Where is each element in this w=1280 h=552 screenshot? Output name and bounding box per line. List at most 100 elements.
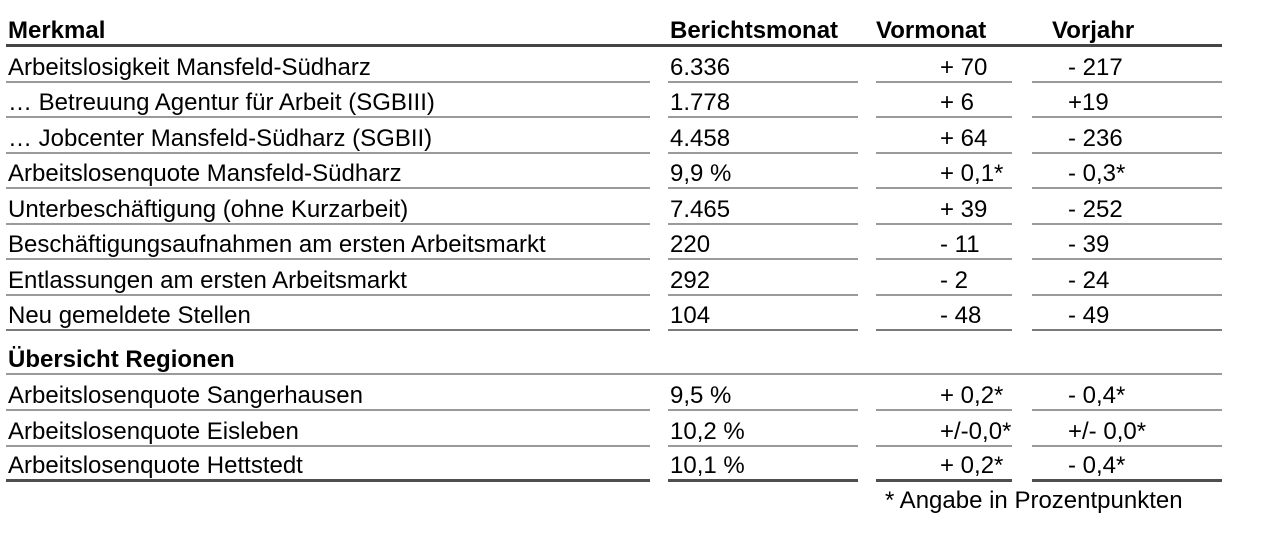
cell-berichtsmonat: 6.336 [668, 54, 858, 83]
cell-vormonat: + 70 [876, 54, 1012, 83]
footnote: * Angabe in Prozentpunkten [885, 487, 1183, 514]
cell-vormonat: + 6 [876, 89, 1012, 118]
cell-vorjahr: - 0,4* [1032, 452, 1222, 483]
vorjahr-value: - 236 [1068, 124, 1123, 152]
vormonat-value: + 39 [940, 195, 988, 223]
cell-berichtsmonat: 9,5 % [668, 382, 858, 411]
section-header-row: Übersicht Regionen [6, 331, 1222, 375]
cell-berichtsmonat: 10,1 % [668, 452, 858, 483]
table-row: Neu gemeldete Stellen 104 - 48 - 49 [6, 296, 1222, 331]
cell-vormonat: + 0,2* [876, 382, 1012, 411]
table-row: Entlassungen am ersten Arbeitsmarkt 292 … [6, 260, 1222, 296]
main-rows-group: Arbeitslosigkeit Mansfeld-Südharz 6.336 … [6, 47, 1222, 331]
column-header-berichtsmonat: Berichtsmonat [668, 17, 858, 44]
merkmal-text: … Betreuung Agentur für Arbeit (SGBIII) [8, 89, 435, 116]
cell-berichtsmonat: 9,9 % [668, 160, 858, 189]
cell-merkmal: Entlassungen am ersten Arbeitsmarkt [6, 267, 650, 296]
vorjahr-value: - 24 [1068, 266, 1110, 294]
table-row: Unterbeschäftigung (ohne Kurzarbeit) 7.4… [6, 189, 1222, 225]
cell-merkmal: Beschäftigungsaufnahmen am ersten Arbeit… [6, 231, 650, 260]
vorjahr-value: - 39 [1068, 231, 1110, 258]
cell-vorjahr: - 217 [1032, 54, 1222, 83]
berichtsmonat-value: 10,1 % [670, 452, 745, 480]
cell-vorjahr: - 39 [1032, 231, 1222, 260]
cell-merkmal: Arbeitslosenquote Sangerhausen [6, 382, 650, 411]
table-row: Arbeitslosenquote Hettstedt 10,1 % + 0,2… [6, 447, 1222, 483]
berichtsmonat-value: 1.778 [670, 89, 731, 116]
vormonat-value: + 0,2* [940, 381, 1004, 409]
vormonat-value: +/-0,0* [940, 417, 1012, 445]
vormonat-value: + 0,1* [940, 160, 1004, 187]
merkmal-text: … Jobcenter Mansfeld-Südharz (SGBII) [8, 124, 433, 152]
merkmal-text: Arbeitslosigkeit Mansfeld-Südharz [8, 53, 371, 81]
merkmal-text: Arbeitslosenquote Hettstedt [8, 452, 303, 480]
cell-vorjahr: - 0,4* [1032, 382, 1222, 411]
vormonat-value: - 48 [940, 302, 982, 329]
column-header-merkmal: Merkmal [6, 17, 650, 44]
cell-vormonat: + 0,1* [876, 160, 1012, 189]
vorjahr-value: +19 [1068, 89, 1109, 116]
region-rows-group: Arbeitslosenquote Sangerhausen 9,5 % + 0… [6, 375, 1222, 483]
table-row: Arbeitslosigkeit Mansfeld-Südharz 6.336 … [6, 47, 1222, 83]
cell-vorjahr: +19 [1032, 89, 1222, 118]
cell-vormonat: +/-0,0* [876, 418, 1012, 447]
table-row: … Jobcenter Mansfeld-Südharz (SGBII) 4.4… [6, 118, 1222, 154]
merkmal-text: Arbeitslosenquote Mansfeld-Südharz [8, 160, 402, 187]
vormonat-value: + 70 [940, 53, 988, 81]
vormonat-value: - 2 [940, 266, 969, 294]
table-header-row: Merkmal Berichtsmonat Vormonat Vorjahr [6, 10, 1222, 47]
column-header-label: Berichtsmonat [670, 17, 839, 44]
berichtsmonat-value: 4.458 [670, 124, 731, 152]
cell-vormonat: + 64 [876, 125, 1012, 154]
column-header-vorjahr: Vorjahr [1032, 17, 1222, 44]
vorjahr-value: - 0,4* [1068, 452, 1126, 480]
merkmal-text: Arbeitslosenquote Sangerhausen [8, 381, 363, 409]
vorjahr-value: - 217 [1068, 53, 1123, 81]
cell-vorjahr: - 24 [1032, 267, 1222, 296]
cell-vorjahr: - 252 [1032, 196, 1222, 225]
statistics-table: Merkmal Berichtsmonat Vormonat Vorjahr A… [6, 10, 1222, 483]
cell-berichtsmonat: 220 [668, 231, 858, 260]
vorjahr-value: - 0,4* [1068, 381, 1126, 409]
berichtsmonat-value: 220 [670, 231, 711, 258]
merkmal-text: Neu gemeldete Stellen [8, 302, 251, 329]
berichtsmonat-value: 9,9 % [670, 160, 732, 187]
vorjahr-value: - 49 [1068, 302, 1110, 329]
cell-vorjahr: - 49 [1032, 302, 1222, 331]
merkmal-text: Beschäftigungsaufnahmen am ersten Arbeit… [8, 231, 546, 258]
berichtsmonat-value: 10,2 % [670, 417, 745, 445]
cell-berichtsmonat: 292 [668, 267, 858, 296]
table-row: Arbeitslosenquote Sangerhausen 9,5 % + 0… [6, 375, 1222, 411]
column-header-label: Vorjahr [1052, 17, 1135, 44]
cell-merkmal: Arbeitslosenquote Hettstedt [6, 452, 650, 483]
cell-merkmal: Arbeitslosenquote Eisleben [6, 418, 650, 447]
vorjahr-value: - 0,3* [1068, 160, 1126, 187]
table-row: Arbeitslosenquote Eisleben 10,2 % +/-0,0… [6, 411, 1222, 447]
table-row: Beschäftigungsaufnahmen am ersten Arbeit… [6, 225, 1222, 260]
berichtsmonat-value: 9,5 % [670, 381, 732, 409]
vormonat-value: + 6 [940, 89, 975, 116]
cell-merkmal: … Jobcenter Mansfeld-Südharz (SGBII) [6, 125, 650, 154]
cell-merkmal: Unterbeschäftigung (ohne Kurzarbeit) [6, 196, 650, 225]
berichtsmonat-value: 104 [670, 302, 711, 329]
table-row: Arbeitslosenquote Mansfeld-Südharz 9,9 %… [6, 154, 1222, 189]
cell-merkmal: Arbeitslosigkeit Mansfeld-Südharz [6, 54, 650, 83]
berichtsmonat-value: 292 [670, 266, 711, 294]
vormonat-value: - 11 [940, 231, 980, 258]
cell-vorjahr: - 0,3* [1032, 160, 1222, 189]
cell-vormonat: - 11 [876, 231, 1012, 260]
column-header-label: Vormonat [876, 17, 987, 44]
cell-berichtsmonat: 1.778 [668, 89, 858, 118]
cell-vormonat: + 39 [876, 196, 1012, 225]
cell-vormonat: - 2 [876, 267, 1012, 296]
cell-vormonat: - 48 [876, 302, 1012, 331]
cell-vorjahr: - 236 [1032, 125, 1222, 154]
merkmal-text: Unterbeschäftigung (ohne Kurzarbeit) [8, 195, 409, 223]
table-row: … Betreuung Agentur für Arbeit (SGBIII) … [6, 83, 1222, 118]
cell-vorjahr: +/- 0,0* [1032, 418, 1222, 447]
vormonat-value: + 0,2* [940, 452, 1004, 480]
merkmal-text: Entlassungen am ersten Arbeitsmarkt [8, 266, 407, 294]
berichtsmonat-value: 7.465 [670, 195, 731, 223]
merkmal-text: Arbeitslosenquote Eisleben [8, 417, 299, 445]
section-header-label: Übersicht Regionen [8, 346, 235, 373]
